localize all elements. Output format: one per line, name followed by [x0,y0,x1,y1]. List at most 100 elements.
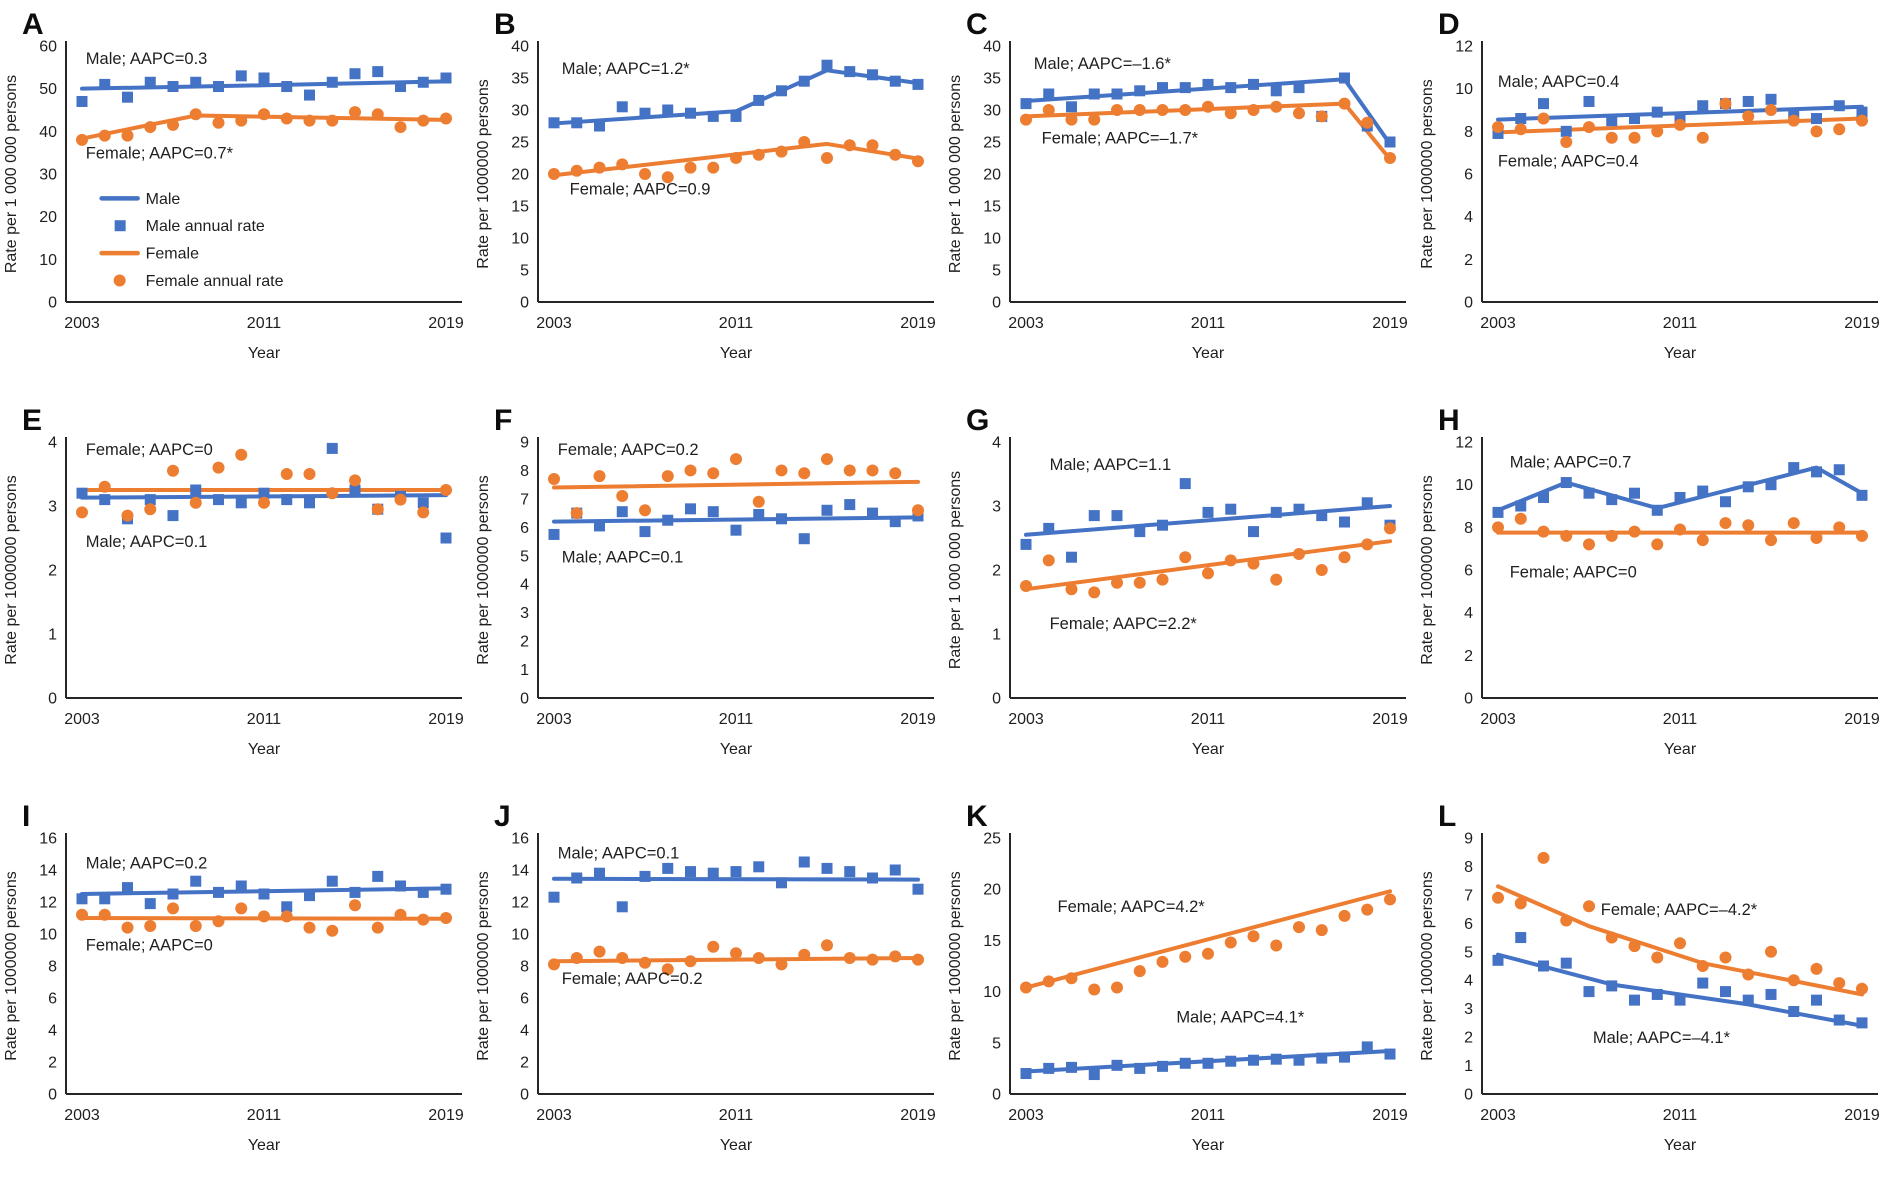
male-annual-rate-marker [912,78,924,90]
male-annual-rate-marker [281,901,293,913]
male-annual-rate-marker [1066,1061,1077,1073]
male-aapc-annotation: Male; AAPC=–4.1* [1593,1029,1731,1047]
female-annual-rate-marker [1583,121,1595,134]
female-annual-rate-marker [303,921,316,934]
female-annual-rate-marker [889,467,902,480]
male-annual-rate-marker [1293,82,1305,94]
male-annual-rate-marker [1674,491,1686,503]
female-annual-rate-marker [76,506,88,519]
male-annual-rate-marker [1697,485,1709,497]
y-tick-label: 6 [520,520,529,537]
female-annual-rate-marker [843,139,856,152]
male-annual-rate-marker [122,882,133,894]
female-annual-rate-marker [1833,123,1846,136]
male-annual-rate-marker [1765,988,1777,1000]
male-annual-rate-marker [1088,1069,1100,1081]
y-tick-label: 4 [1464,605,1473,622]
male-annual-rate-marker [776,513,787,525]
male-trend-line [552,876,920,882]
y-axis-title: Rate per 1000000 persons [475,475,492,664]
female-annual-rate-marker [167,464,179,477]
female-aapc-annotation: Female; AAPC=0.4 [1498,152,1639,170]
y-tick-label: 5 [520,548,529,565]
panel-letter: B [494,8,516,41]
female-annual-rate-marker [1651,951,1664,964]
male-annual-rate-marker [1538,98,1549,110]
male-annual-rate-marker [1811,466,1822,478]
x-tick-label: 2011 [1663,1107,1698,1124]
female-aapc-annotation: Female; AAPC=0 [1510,564,1637,582]
male-trend-line [552,515,920,524]
female-annual-rate-marker [1628,525,1641,538]
panel-svg-H: H 0 2 4 6 8 10 12 Rate per 1000000 persons 2003 20… [1419,404,1880,758]
y-axis-title: Rate per 1 000 000 persons [947,471,964,669]
female-aapc-annotation: Female; AAPC=2.2* [1050,615,1198,633]
male-annual-rate-marker [1606,115,1618,127]
male-annual-rate-marker [1111,510,1123,522]
female-annual-rate-marker [570,164,583,177]
male-annual-rate-marker [889,75,901,87]
male-annual-rate-marker [1043,1062,1055,1074]
male-annual-rate-marker [1202,506,1214,518]
x-axis-title: Year [1192,1137,1225,1154]
male-annual-rate-marker [213,81,224,93]
male-annual-rate-marker [1248,1054,1259,1066]
male-trend-line [80,79,448,91]
female-annual-rate-marker [570,952,583,964]
female-annual-rate-marker [394,121,407,134]
chart-panel-L: L 0 1 2 3 4 5 6 7 8 9 Rate per 1000000 persons 2003 2… [1416,792,1888,1188]
male-annual-rate-marker [1492,506,1504,518]
female-annual-rate-marker [1042,104,1055,116]
male-annual-rate-marker [99,494,111,506]
x-tick-label: 2011 [247,1107,282,1124]
female-annual-rate-marker [730,152,742,164]
female-annual-rate-marker [349,474,361,487]
male-annual-rate-marker [213,886,224,898]
x-tick-label: 2011 [247,711,282,728]
y-tick-label: 25 [511,135,529,152]
male-annual-rate-marker [167,510,179,522]
female-annual-rate-marker [167,118,179,131]
female-annual-rate-marker [189,108,202,121]
x-tick-label: 2019 [1372,1107,1408,1124]
female-annual-rate-marker [1719,517,1732,530]
y-tick-label: 0 [992,691,1001,708]
panel-letter: H [1438,404,1460,437]
female-annual-rate-marker [548,168,560,180]
female-annual-rate-marker [1605,529,1618,542]
female-annual-rate-marker [1020,580,1032,592]
male-annual-rate-marker [1515,932,1527,944]
chart-panel-K: K 0 5 10 15 20 25 Rate per 1000000 persons 2003 2… [944,792,1416,1188]
male-annual-rate-marker [548,528,560,540]
female-annual-rate-marker [616,490,629,503]
male-annual-rate-marker [281,494,293,506]
female-annual-rate-marker [1111,981,1123,994]
male-annual-rate-marker [395,880,406,892]
female-annual-rate-marker [1742,519,1755,532]
male-annual-rate-marker [235,497,247,509]
y-tick-label: 40 [983,39,1001,56]
female-annual-rate-marker [417,114,430,127]
panel-letter: A [22,8,44,41]
x-axis-title: Year [720,1137,753,1154]
male-annual-rate-marker [1316,1052,1328,1064]
male-annual-rate-marker [258,72,270,84]
male-aapc-annotation: Male; AAPC=1.1 [1050,456,1172,474]
y-tick-label: 6 [1464,563,1473,580]
female-trend-line [552,479,920,490]
female-annual-rate-marker [1042,975,1055,988]
chart-panel-H: H 0 2 4 6 8 10 12 Rate per 1000000 persons 2003 20… [1416,396,1888,792]
x-tick-label: 2011 [1663,315,1698,332]
male-annual-rate-marker [326,76,338,88]
legend-label: Male annual rate [146,218,265,235]
x-axis-title: Year [1192,345,1225,362]
male-annual-rate-marker [1270,85,1282,97]
female-annual-rate-marker [1111,104,1123,116]
female-annual-rate-marker [280,468,293,480]
y-tick-label: 20 [39,209,57,226]
x-axis-title: Year [248,741,281,758]
male-annual-rate-marker [1202,78,1214,90]
female-annual-rate-marker [661,171,674,184]
male-annual-rate-marker [1629,113,1640,125]
